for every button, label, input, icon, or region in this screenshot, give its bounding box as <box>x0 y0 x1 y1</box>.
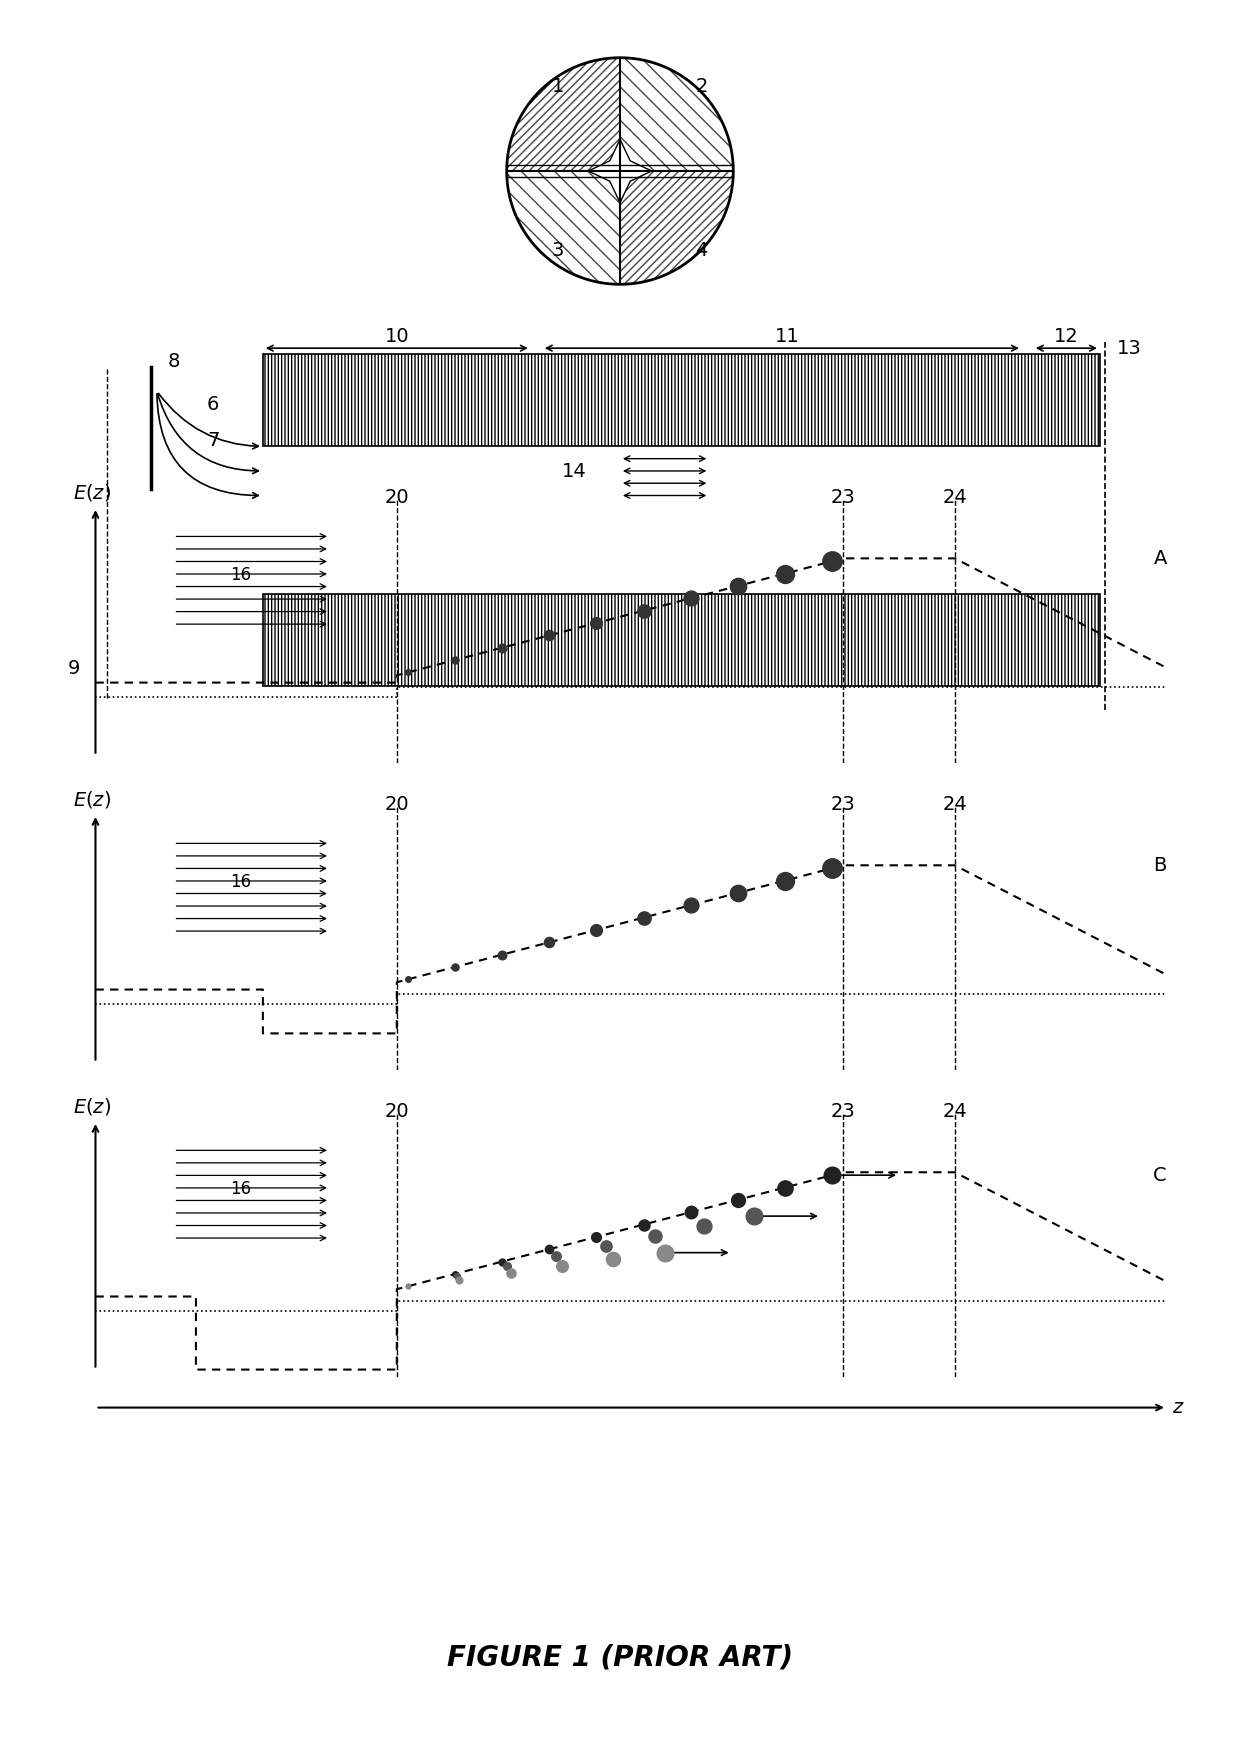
Text: 23: 23 <box>831 1102 856 1121</box>
Text: FIGURE 1 (PRIOR ART): FIGURE 1 (PRIOR ART) <box>446 1643 794 1672</box>
Text: 11: 11 <box>775 326 800 346</box>
Text: $E(z)$: $E(z)$ <box>73 789 112 810</box>
Text: 1: 1 <box>552 77 564 96</box>
Text: 24: 24 <box>942 795 967 814</box>
Text: 24: 24 <box>942 1102 967 1121</box>
Text: 24: 24 <box>942 488 967 507</box>
Polygon shape <box>507 170 620 284</box>
Text: 20: 20 <box>384 1102 409 1121</box>
Text: 9: 9 <box>67 658 79 677</box>
Text: $E(z)$: $E(z)$ <box>73 1096 112 1117</box>
Text: 20: 20 <box>384 488 409 507</box>
Text: 6: 6 <box>207 395 219 414</box>
Text: 20: 20 <box>384 795 409 814</box>
Text: 16: 16 <box>229 873 252 891</box>
Text: 3: 3 <box>552 240 564 260</box>
Text: 12: 12 <box>1054 326 1079 346</box>
Text: A: A <box>1153 549 1167 568</box>
Bar <box>263 593 1100 686</box>
Text: 4: 4 <box>696 240 708 260</box>
Text: C: C <box>1153 1166 1167 1184</box>
Text: B: B <box>1153 856 1167 875</box>
Text: 23: 23 <box>831 795 856 814</box>
Text: 13: 13 <box>1117 339 1141 358</box>
Bar <box>263 354 1100 447</box>
Text: 14: 14 <box>562 461 587 481</box>
Text: z: z <box>1173 1398 1183 1417</box>
Text: 16: 16 <box>229 567 252 584</box>
Text: 23: 23 <box>831 488 856 507</box>
Polygon shape <box>507 58 620 170</box>
Text: $E(z)$: $E(z)$ <box>73 482 112 503</box>
Polygon shape <box>620 170 733 284</box>
Text: 7: 7 <box>207 431 219 451</box>
Text: 8: 8 <box>167 351 180 370</box>
Polygon shape <box>620 58 733 170</box>
Text: 2: 2 <box>696 77 708 96</box>
Text: 10: 10 <box>384 326 409 346</box>
Polygon shape <box>588 139 652 203</box>
Text: 16: 16 <box>229 1180 252 1198</box>
